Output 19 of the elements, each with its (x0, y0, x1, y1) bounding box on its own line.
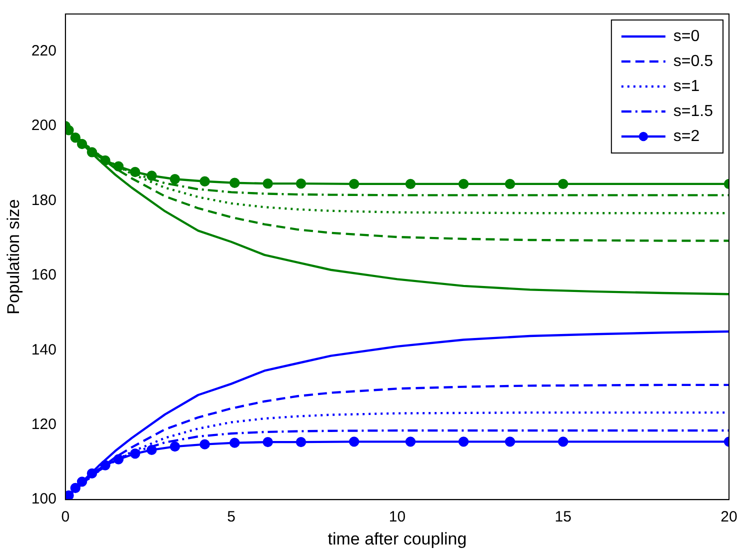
legend-label: s=0.5 (673, 52, 714, 70)
y-tick-label: 200 (31, 117, 56, 134)
x-axis-title: time after coupling (328, 529, 467, 548)
x-tick-label: 0 (61, 508, 70, 526)
legend-label: s=2 (673, 128, 700, 145)
x-tick-label: 20 (720, 508, 738, 526)
x-tick-label: 5 (227, 508, 236, 526)
y-tick-label: 160 (31, 266, 56, 284)
legend-label: s=1.5 (673, 102, 714, 120)
y-tick-label: 140 (31, 341, 56, 358)
legend-label: s=0 (673, 28, 700, 45)
legend-label: s=1 (673, 78, 700, 95)
x-tick-label: 15 (554, 508, 572, 526)
y-tick-label: 220 (31, 42, 56, 60)
x-tick-label: 10 (388, 508, 406, 526)
y-axis-title: Population size (4, 199, 23, 314)
y-tick-label: 100 (31, 490, 56, 508)
y-tick-label: 120 (31, 416, 56, 434)
y-tick-label: 180 (31, 192, 56, 209)
